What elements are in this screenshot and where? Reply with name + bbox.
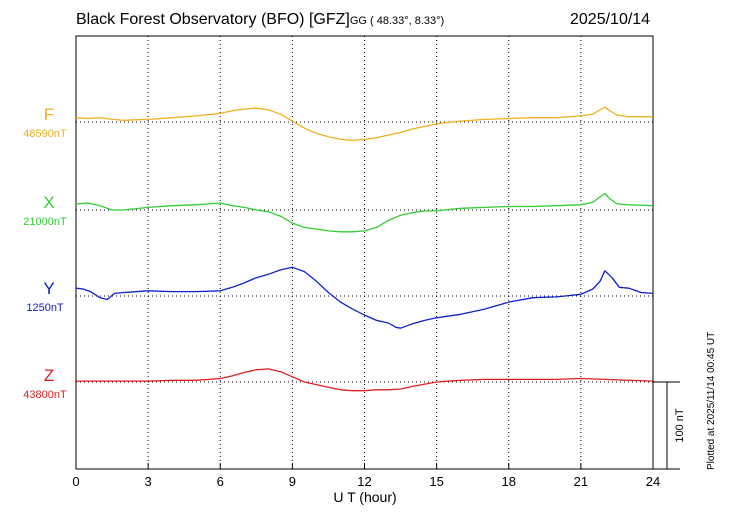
x-tick-label: 12 — [357, 474, 371, 489]
x-tick-label: 6 — [217, 474, 224, 489]
x-tick-label: 0 — [72, 474, 79, 489]
x-axis-ticks: 0 3 6 9 12 15 18 21 24 — [72, 463, 660, 489]
scale-bar: 100 nT — [653, 381, 686, 470]
x-tick-label: 24 — [646, 474, 660, 489]
series-baseline-x: 21000nT — [23, 216, 67, 228]
series-line-x — [75, 192, 654, 233]
x-tick-label: 18 — [502, 474, 516, 489]
series-baseline-f: 48590nT — [23, 128, 67, 140]
series-name-x: X — [43, 193, 54, 212]
x-tick-label: 9 — [289, 474, 296, 489]
series-lines — [75, 106, 654, 392]
scale-bar-label: 100 nT — [674, 408, 686, 443]
series-name-z: Z — [44, 366, 54, 385]
chart-date: 2025/10/14 — [570, 11, 651, 28]
series-line-f — [75, 106, 653, 141]
series-baseline-y: 1250nT — [26, 302, 64, 314]
station-coords: GG ( 48.33°, 8.33°) — [349, 15, 445, 27]
series-line-y — [75, 266, 654, 329]
series-labels: F 48590nT X 21000nT Y 1250nT Z 43800nT — [23, 105, 67, 401]
series-name-f: F — [44, 105, 54, 124]
grid-lines — [76, 35, 653, 470]
series-name-y: Y — [43, 279, 54, 298]
observatory-title: Black Forest Observatory (BFO) [GFZ] — [76, 11, 350, 28]
series-baseline-z: 43800nT — [23, 389, 67, 401]
series-line-z — [76, 368, 654, 392]
x-tick-label: 21 — [574, 474, 588, 489]
chart-title: Black Forest Observatory (BFO) [GFZ]GG (… — [76, 11, 444, 29]
x-axis-label: U T (hour) — [333, 489, 396, 505]
x-tick-label: 15 — [429, 474, 443, 489]
x-tick-label: 3 — [145, 474, 152, 489]
